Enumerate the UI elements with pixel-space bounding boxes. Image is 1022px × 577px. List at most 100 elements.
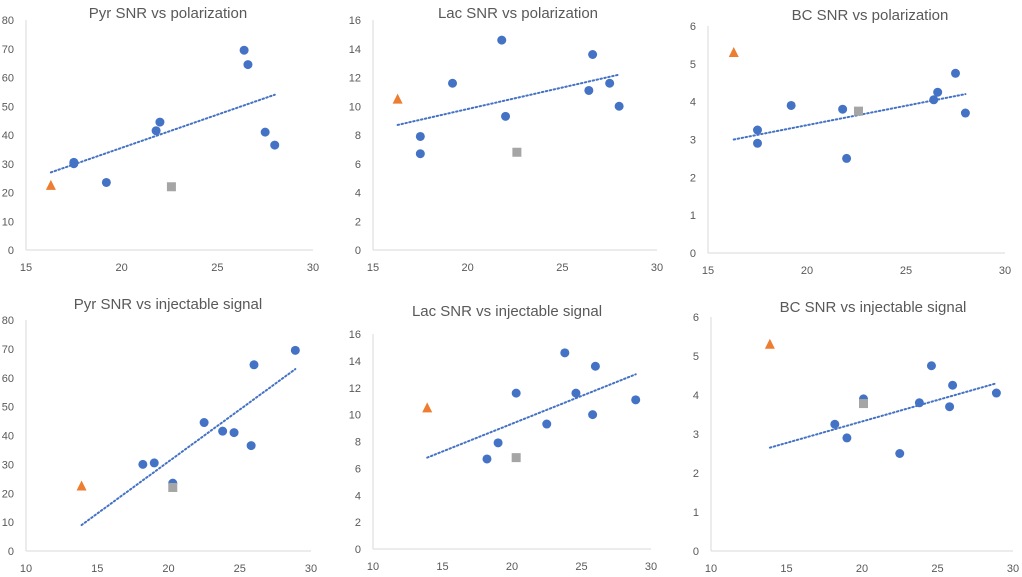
data-point-circle — [260, 127, 270, 137]
x-tick-label: 20 — [856, 563, 868, 575]
y-tick-label: 8 — [355, 437, 361, 449]
data-point-square — [853, 106, 863, 116]
chart-panel-2: Lac SNR vs polarization 0 2 4 6 8 10 12 14 16 15 20… — [349, 5, 663, 274]
data-point-circle — [155, 117, 165, 127]
data-point-square — [168, 482, 178, 492]
data-point-circle — [497, 35, 507, 45]
data-point-circle — [614, 101, 624, 111]
y-tick-label: 0 — [690, 248, 696, 260]
data-point-circle — [290, 345, 300, 355]
chart-panel-1: Pyr SNR vs polarization 0 10 20 30 40 50 60 70 80… — [2, 5, 319, 274]
x-tick-label: 10 — [367, 561, 379, 573]
x-tick-label: 25 — [900, 265, 912, 277]
y-tick-label: 40 — [2, 130, 14, 142]
data-point-circle — [753, 125, 762, 135]
y-tick-label: 0 — [355, 245, 361, 257]
x-tick-label: 10 — [705, 563, 717, 575]
data-point-circle — [560, 348, 570, 358]
x-tick-label: 15 — [91, 563, 103, 575]
data-point-square — [166, 182, 176, 192]
y-tick-label: 12 — [349, 383, 361, 395]
y-tick-label: 50 — [2, 101, 14, 113]
y-tick-label: 60 — [2, 73, 14, 85]
data-point-triangle — [422, 402, 433, 413]
trendline — [426, 373, 637, 459]
y-tick-label: 50 — [2, 402, 14, 414]
x-tick-label: 15 — [367, 262, 379, 274]
data-point-circle — [246, 441, 256, 451]
data-point-circle — [914, 398, 924, 408]
y-tick-label: 16 — [349, 329, 361, 341]
data-point-circle — [838, 104, 848, 114]
data-point-circle — [951, 68, 960, 78]
x-tick-label: 30 — [305, 563, 317, 575]
y-tick-label: 2 — [355, 517, 361, 529]
data-point-circle — [243, 60, 253, 70]
data-point-circle — [753, 138, 762, 148]
y-tick-label: 2 — [690, 172, 696, 184]
data-point-circle — [588, 410, 598, 420]
x-tick-label: 15 — [702, 265, 714, 277]
data-point-circle — [482, 454, 492, 464]
x-tick-label: 30 — [307, 262, 319, 274]
data-point-circle — [926, 361, 936, 371]
data-point-circle — [511, 388, 521, 398]
y-tick-label: 10 — [2, 517, 14, 529]
y-tick-label: 20 — [2, 188, 14, 200]
x-tick-label: 30 — [645, 561, 657, 573]
data-point-triangle — [45, 179, 56, 190]
data-point-circle — [249, 360, 259, 370]
chart-panel-5: Lac SNR vs injectable signal 0 2 4 6 8 10 12 14 1… — [349, 303, 657, 573]
chart-title: Pyr SNR vs injectable signal — [74, 296, 262, 313]
data-point-circle — [199, 418, 209, 428]
chart-title: BC SNR vs injectable signal — [780, 299, 967, 316]
data-point-circle — [501, 111, 511, 121]
y-tick-label: 70 — [2, 344, 14, 356]
chart-panel-3: BC SNR vs polarization 0 1 2 3 4 5 6 15 20 25 30 — [690, 7, 1011, 277]
data-point-triangle — [764, 338, 775, 349]
y-tick-label: 4 — [355, 490, 361, 502]
chart-panel-6: BC SNR vs injectable signal 0 1 2 3 4 5 6 10 15 20… — [693, 299, 1019, 575]
chart-title: BC SNR vs polarization — [792, 7, 949, 24]
data-point-circle — [151, 126, 161, 136]
x-tick-label: 20 — [116, 262, 128, 274]
data-point-circle — [229, 428, 239, 438]
y-tick-label: 20 — [2, 488, 14, 500]
data-point-square — [512, 147, 522, 157]
data-point-circle — [493, 438, 503, 448]
y-tick-label: 4 — [355, 188, 361, 200]
data-point-circle — [69, 157, 79, 167]
data-point-circle — [588, 50, 598, 59]
data-point-square — [859, 399, 869, 409]
y-tick-label: 6 — [355, 463, 361, 475]
y-tick-label: 10 — [349, 410, 361, 422]
x-tick-label: 25 — [234, 563, 246, 575]
y-tick-label: 2 — [693, 468, 699, 480]
data-point-circle — [218, 426, 228, 436]
trendline — [768, 382, 998, 449]
x-tick-label: 30 — [651, 262, 663, 274]
data-point-circle — [842, 153, 852, 163]
data-point-circle — [590, 361, 600, 371]
x-tick-label: 25 — [211, 262, 223, 274]
data-point-circle — [149, 458, 159, 468]
y-tick-label: 80 — [2, 315, 14, 327]
chart-title: Lac SNR vs polarization — [438, 5, 598, 22]
data-point-circle — [584, 85, 594, 95]
chart-panel-4: Pyr SNR vs injectable signal 0 10 20 30 40 50 6… — [2, 296, 317, 575]
x-tick-label: 10 — [20, 563, 32, 575]
data-point-circle — [786, 100, 796, 110]
y-tick-label: 4 — [690, 97, 696, 109]
data-point-circle — [138, 459, 148, 469]
chart-title: Lac SNR vs injectable signal — [412, 303, 602, 320]
data-point-circle — [948, 380, 958, 390]
data-point-circle — [842, 433, 852, 443]
y-tick-label: 70 — [2, 44, 14, 56]
y-tick-label: 8 — [355, 130, 361, 142]
x-tick-label: 20 — [506, 561, 518, 573]
data-point-circle — [415, 131, 425, 141]
y-tick-label: 5 — [690, 59, 696, 71]
data-point-circle — [933, 87, 943, 97]
y-tick-label: 0 — [693, 546, 699, 558]
